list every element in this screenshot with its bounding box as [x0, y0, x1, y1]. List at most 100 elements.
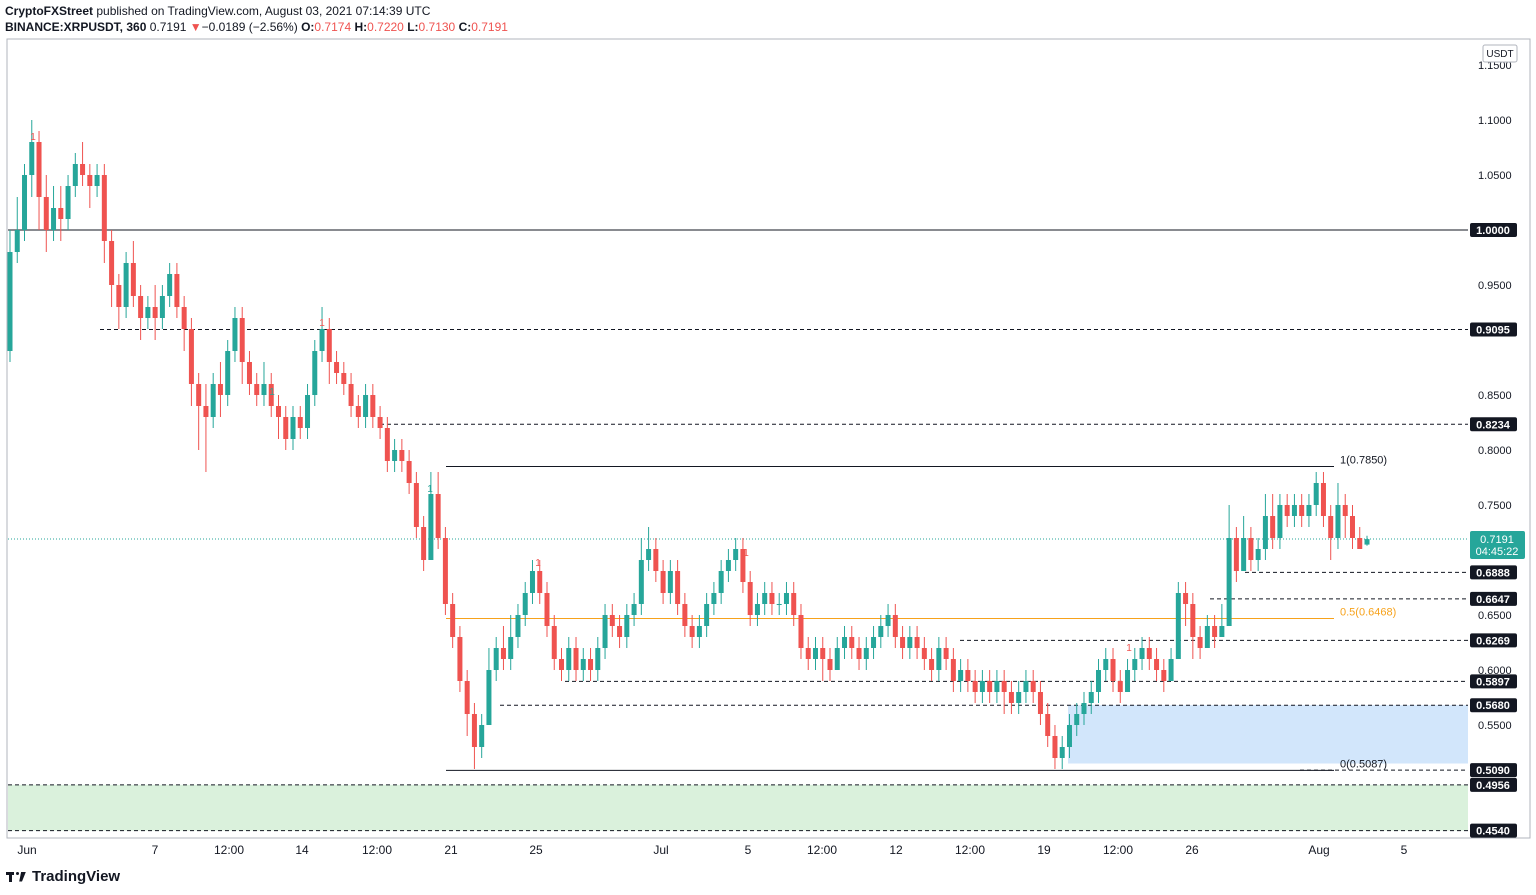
footer-brand: TradingView: [32, 868, 121, 885]
price-axis[interactable]: 1.1500 1.1000 1.0500 0.9500 0.8500 0.8000 0.75…: [1478, 44, 1518, 732]
candle-body: [849, 637, 855, 648]
candle-body: [595, 648, 601, 670]
candle-body: [203, 406, 209, 417]
candle: [660, 560, 666, 604]
candle-body: [210, 384, 216, 417]
candle: [1270, 494, 1276, 549]
candle: [1059, 736, 1065, 769]
candle: [486, 648, 492, 725]
candle: [94, 164, 100, 197]
candle-body: [994, 681, 1000, 692]
level-price-tag: [1470, 823, 1517, 838]
candle: [392, 439, 398, 472]
level-price-label: 0.4540: [1476, 826, 1510, 838]
candle-body: [979, 681, 985, 692]
candle-body: [87, 175, 93, 186]
symbol-label[interactable]: BINANCE:XRPUSDT, 360: [5, 20, 147, 34]
candle-body: [740, 549, 746, 582]
candle: [508, 615, 514, 670]
level-price-tag: [1470, 698, 1517, 713]
candle: [1335, 483, 1341, 549]
candle: [776, 593, 782, 615]
candle: [384, 417, 390, 472]
high-label: H:: [354, 20, 368, 34]
candle: [203, 384, 209, 472]
candle-body: [551, 626, 557, 659]
candle: [130, 241, 136, 307]
candle: [341, 362, 347, 395]
candle: [7, 230, 13, 362]
candle-body: [1241, 538, 1247, 571]
candle-body: [65, 186, 71, 219]
candle-body: [1183, 593, 1189, 604]
candle-body: [341, 373, 347, 384]
candle: [188, 318, 194, 406]
open-label: O:: [301, 20, 315, 34]
candle-body: [1299, 505, 1305, 516]
candle-body: [116, 285, 122, 307]
time-tick: 12:00: [214, 843, 244, 857]
candle: [617, 615, 623, 648]
level-price-tag: [1470, 417, 1517, 432]
candle-body: [878, 626, 884, 637]
time-axis[interactable]: Jun 7 12:00 14 12:00 21 25 Jul 5 12:00 12 12:00 19 12…: [17, 843, 1407, 857]
candle-body: [573, 648, 579, 670]
candle: [80, 142, 86, 186]
candle-body: [1037, 692, 1043, 714]
candle: [1328, 505, 1334, 560]
zone-demand-blue: [1068, 705, 1468, 764]
candle: [87, 164, 93, 208]
candle: [1168, 648, 1174, 681]
candle-body: [442, 538, 448, 604]
candle: [1364, 535, 1370, 546]
candle-body: [217, 384, 223, 395]
candle: [754, 593, 760, 626]
candle: [537, 560, 543, 604]
candle: [1081, 692, 1087, 725]
candle-body: [254, 384, 260, 395]
candle-body: [1059, 747, 1065, 758]
candle-body: [51, 208, 57, 230]
candle-body: [101, 175, 107, 241]
countdown-label: 04:45:22: [1476, 546, 1519, 558]
candle: [646, 527, 652, 571]
time-tick: 14: [295, 843, 309, 857]
time-tick: 12:00: [955, 843, 985, 857]
signal-marker: 1: [427, 484, 433, 495]
candle-body: [1045, 714, 1051, 736]
level-price-label: 0.6647: [1476, 594, 1510, 606]
candle: [747, 571, 753, 626]
candle-body: [907, 637, 913, 648]
candle-body: [14, 230, 20, 252]
candle: [827, 648, 833, 681]
tradingview-footer[interactable]: TradingView: [6, 868, 120, 885]
candle-body: [1270, 516, 1276, 538]
low-value: 0.7130: [418, 20, 456, 34]
candle: [580, 648, 586, 681]
candle-body: [921, 648, 927, 659]
candle-body: [123, 263, 129, 307]
price-tick: 0.5500: [1478, 720, 1512, 732]
candle-body: [900, 637, 906, 648]
signal-marker: 1: [743, 548, 749, 559]
candle: [493, 637, 499, 681]
candle-body: [958, 670, 964, 681]
candle: [1023, 670, 1029, 703]
candle-body: [1052, 736, 1058, 758]
level-price-tag: [1470, 777, 1517, 792]
last-price-tag: [1470, 530, 1525, 559]
author-name[interactable]: CryptoFXStreet: [5, 4, 94, 18]
candle: [109, 230, 115, 307]
candle-body: [80, 164, 86, 175]
candle-body: [305, 395, 311, 428]
candle-body: [471, 714, 477, 747]
candle: [1233, 527, 1239, 582]
candle-body: [1204, 626, 1210, 648]
low-label: L:: [407, 20, 419, 34]
candle: [43, 175, 49, 252]
candle-body: [326, 329, 332, 362]
candle-body: [1335, 505, 1341, 538]
candle-body: [1146, 648, 1152, 659]
candle-body: [776, 604, 782, 605]
